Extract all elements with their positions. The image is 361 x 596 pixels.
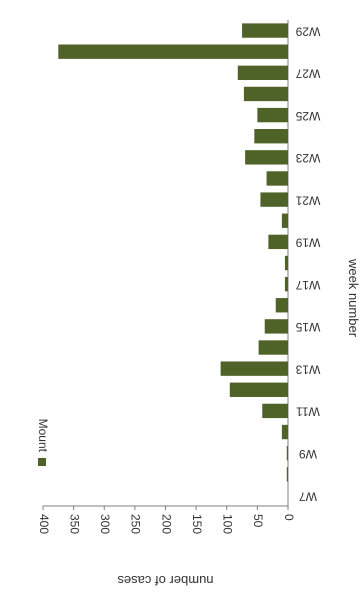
y-axis-label: number of cases (117, 573, 214, 588)
bar-w10 (281, 424, 288, 440)
x-tick-label-w29: W29 (295, 24, 320, 38)
bar-w20 (281, 213, 288, 228)
bar-w27 (237, 65, 288, 81)
y-tick-label-100: 100 (221, 514, 235, 534)
x-tick-label-w9: W9 (299, 447, 317, 461)
y-tick-label-300: 300 (98, 514, 112, 534)
bar-w8 (286, 467, 288, 482)
y-tick-label-50: 50 (251, 514, 265, 528)
bar-w28 (58, 44, 288, 59)
x-tick-label-w23: W23 (295, 151, 320, 165)
legend-swatch (38, 458, 46, 466)
x-tick-label-w21: W21 (295, 193, 320, 207)
bar-w9 (286, 445, 288, 461)
bar-w19 (268, 234, 288, 250)
y-tick-label-250: 250 (129, 514, 143, 534)
plot-area: W7 W9 W11 W13 W15 W17 W19 W21 W23 W25 W27 W29 0 50 100… (36, 20, 361, 588)
x-tick-label-w17: W17 (295, 278, 320, 292)
bar-w15 (264, 319, 288, 334)
bar-w11 (262, 403, 288, 419)
x-tick-label-w27: W27 (295, 67, 320, 81)
bar-w26 (243, 86, 288, 102)
y-tick-label-400: 400 (37, 514, 51, 534)
bar-w24 (254, 129, 288, 144)
bar-w29 (242, 23, 288, 38)
bar-w23 (245, 150, 288, 165)
x-axis-label: week number (346, 258, 361, 338)
bar-w17 (284, 276, 288, 292)
x-tick-label-w11: W11 (296, 405, 320, 419)
bar-w22 (266, 171, 288, 186)
bar-w12 (229, 382, 288, 397)
x-tick-label-w7: W7 (299, 489, 317, 503)
x-tick-label-w19: W19 (295, 236, 320, 250)
bar-w14 (258, 340, 288, 355)
legend-label: Mount (36, 419, 50, 453)
bar-w13 (220, 361, 288, 376)
y-tick-label-150: 150 (190, 514, 204, 534)
x-tick-label-w15: W15 (295, 320, 320, 334)
y-tick-label-0: 0 (282, 514, 296, 521)
bar-w25 (257, 107, 288, 123)
y-tick-label-350: 350 (67, 514, 81, 534)
bar-w16 (275, 298, 288, 313)
bar-w21 (260, 192, 288, 207)
y-tick-label-200: 200 (159, 514, 173, 534)
bar-w18 (284, 255, 288, 271)
x-tick-label-w13: W13 (295, 362, 320, 376)
x-tick-label-w25: W25 (295, 109, 320, 123)
